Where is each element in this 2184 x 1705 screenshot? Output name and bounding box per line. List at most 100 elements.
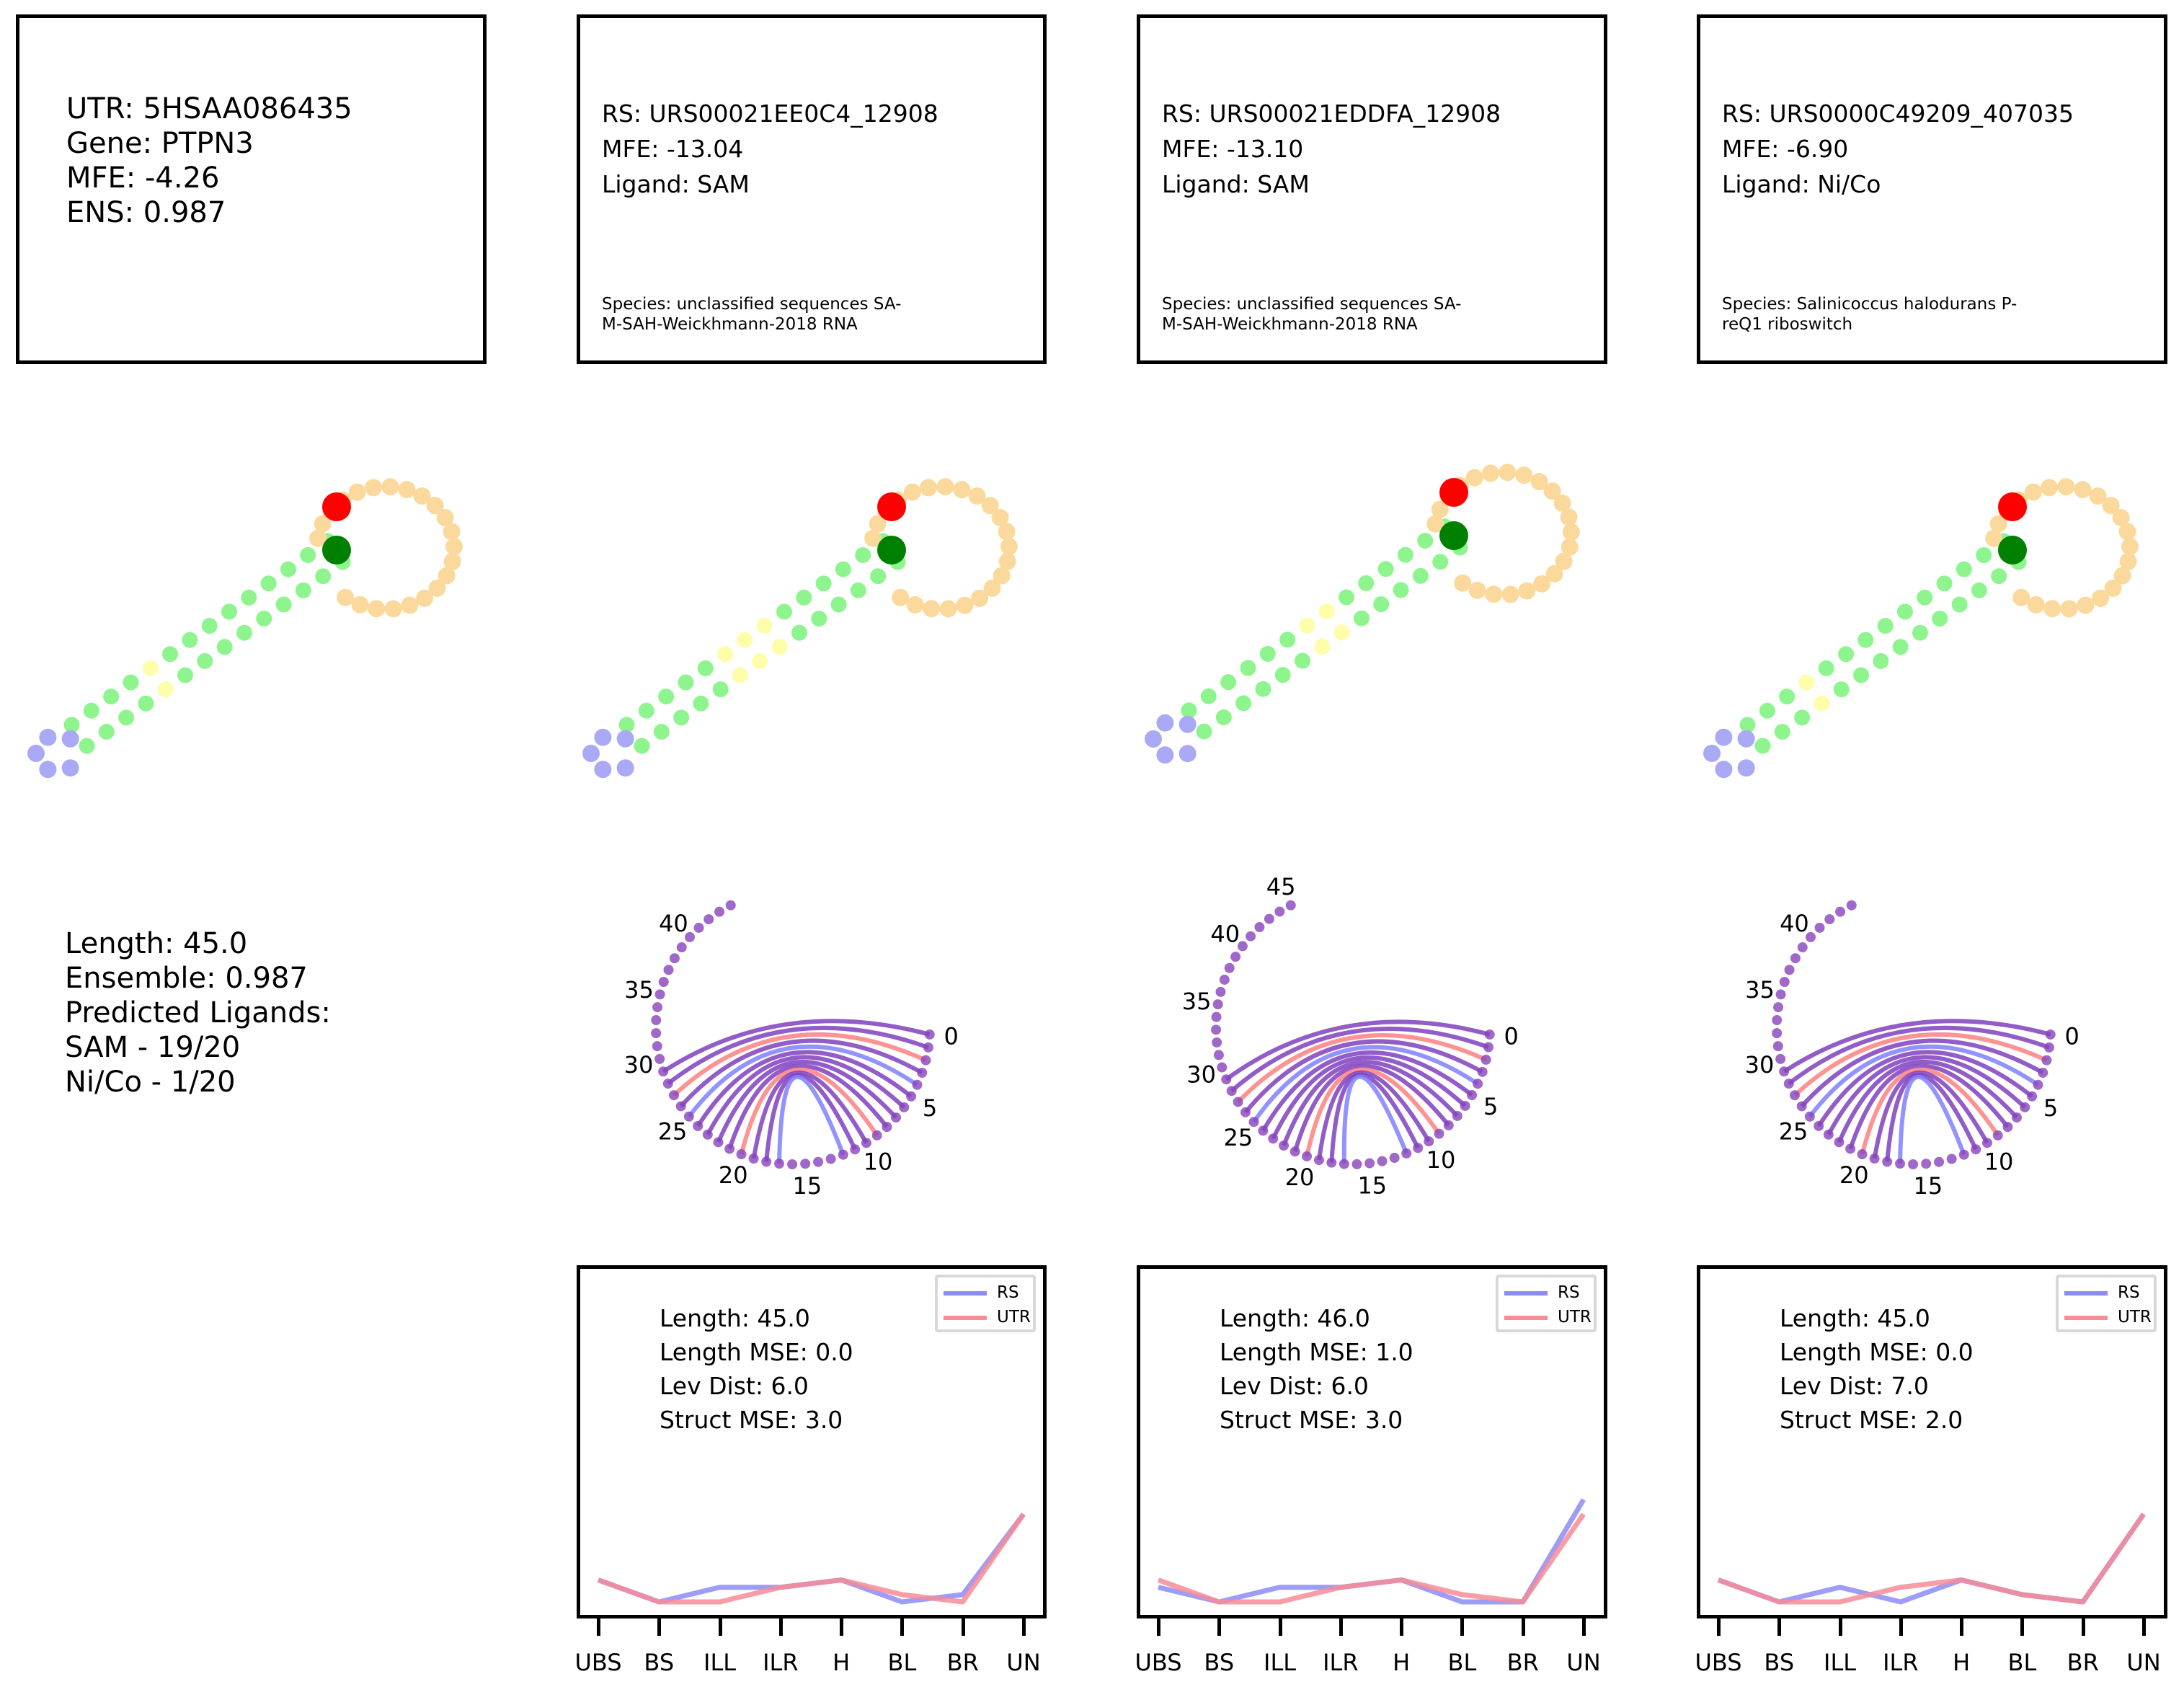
x-tick-label: UN xyxy=(2126,1649,2161,1676)
x-tick-label: ILL xyxy=(1264,1649,1297,1676)
nucleotide xyxy=(618,717,635,733)
nucleotide xyxy=(1426,515,1444,533)
base-dot xyxy=(651,1028,662,1039)
index-label: 0 xyxy=(1504,1023,1519,1050)
x-tick xyxy=(657,1618,662,1636)
nucleotide xyxy=(1739,717,1756,733)
nucleotide xyxy=(348,483,366,501)
base-dot xyxy=(1268,1133,1279,1144)
nucleotide xyxy=(697,660,714,676)
base-dot xyxy=(1779,977,1790,988)
index-label: 5 xyxy=(2043,1094,2058,1122)
nucleotide xyxy=(956,596,974,614)
index-label: 25 xyxy=(1779,1117,1808,1145)
nucleotide xyxy=(337,588,355,606)
nucleotide xyxy=(1156,746,1174,764)
base-dot xyxy=(1783,1079,1794,1089)
circle-plot: 0 5 10 15 20 25 30 35 40 45 xyxy=(1182,873,1519,1199)
x-tick-label: ILR xyxy=(1883,1649,1919,1676)
utr-mfe: MFE: -4.26 xyxy=(66,161,220,195)
nucleotide xyxy=(1833,681,1850,698)
nucleotide xyxy=(1499,464,1517,482)
index-label: 45 xyxy=(1266,873,1296,900)
nucleotide xyxy=(413,487,431,505)
nucleotide xyxy=(1465,469,1483,487)
nucleotide xyxy=(870,568,887,585)
base-dot xyxy=(861,1138,871,1148)
base-dot xyxy=(652,1002,663,1013)
nucleotide xyxy=(1468,581,1486,599)
nucleotide xyxy=(1353,610,1370,626)
nucleotide xyxy=(1377,561,1394,577)
nucleotide xyxy=(653,724,670,740)
base-dot xyxy=(1326,1157,1337,1168)
nucleotide xyxy=(2027,595,2045,614)
legend-entry-utr: UTR xyxy=(2064,1306,2152,1328)
nucleotide xyxy=(616,730,634,748)
base-dot xyxy=(1213,1050,1224,1060)
nucleotide xyxy=(616,759,634,777)
base-dot xyxy=(1211,1011,1222,1022)
base-dot xyxy=(1834,1137,1845,1148)
end-marker xyxy=(322,536,351,564)
nucleotide xyxy=(315,568,332,585)
x-tick-label: BR xyxy=(1506,1649,1539,1676)
x-tick xyxy=(778,1618,783,1636)
nucleotide xyxy=(2112,509,2130,527)
x-tick xyxy=(1777,1618,1782,1636)
base-dot xyxy=(1814,922,1825,933)
pair-arc xyxy=(1271,1055,1467,1140)
x-tick-label: BS xyxy=(1204,1649,1235,1676)
nucleotide xyxy=(594,728,612,746)
nucleotide xyxy=(256,611,272,627)
nucleotide xyxy=(1000,538,1018,556)
x-tick xyxy=(1717,1618,1721,1636)
pair-arc xyxy=(1793,1032,2048,1097)
rs-species-line1: Species: unclassified sequences SA- xyxy=(1162,295,1462,314)
chart-legend: RS UTR xyxy=(2056,1275,2157,1332)
base-dot xyxy=(906,1091,917,1102)
index-label: 40 xyxy=(659,910,688,937)
nucleotide xyxy=(39,761,57,779)
nucleotide xyxy=(1545,564,1563,583)
base-dot xyxy=(850,1144,861,1155)
index-label: 40 xyxy=(1780,910,1809,937)
index-label: 10 xyxy=(1426,1146,1456,1174)
index-label: 15 xyxy=(1914,1172,1943,1200)
nucleotide xyxy=(1240,660,1256,676)
series-line-rs xyxy=(1717,1513,2146,1605)
nucleotide xyxy=(1857,632,1874,648)
pair-arc xyxy=(687,1044,919,1118)
x-tick-label: BL xyxy=(1447,1649,1477,1676)
nucleotide xyxy=(1838,646,1855,663)
base-dot xyxy=(1921,1159,1932,1169)
nucleotide xyxy=(1299,617,1315,634)
base-dot xyxy=(658,977,669,988)
nucleotide xyxy=(864,529,882,547)
base-dot xyxy=(787,1159,798,1169)
x-tick xyxy=(900,1618,905,1636)
base-dot xyxy=(2043,1042,2054,1053)
nucleotide xyxy=(658,688,675,705)
base-dot xyxy=(693,922,704,933)
nucleotide xyxy=(1936,575,1953,592)
nucleotide xyxy=(717,646,734,663)
nucleotide xyxy=(968,487,986,505)
nucleotide xyxy=(1145,730,1162,748)
nucleotide xyxy=(351,595,369,614)
nucleotide xyxy=(1181,702,1197,719)
nucleotide xyxy=(1873,652,1889,669)
x-tick-label: H xyxy=(833,1649,851,1676)
base-dot xyxy=(1219,974,1230,985)
nucleotide xyxy=(236,624,252,641)
index-label: 30 xyxy=(1745,1051,1775,1079)
nucleotide xyxy=(1543,482,1561,500)
pair-arc xyxy=(1826,1055,2027,1136)
base-dot xyxy=(1484,1029,1495,1040)
rs-ligand: Ligand: SAM xyxy=(602,170,750,198)
x-tick xyxy=(597,1618,600,1636)
nucleotide xyxy=(1798,674,1815,691)
nucleotide xyxy=(892,588,910,606)
pair-arc xyxy=(1225,1019,1491,1081)
x-tick-label: UN xyxy=(1006,1649,1041,1676)
